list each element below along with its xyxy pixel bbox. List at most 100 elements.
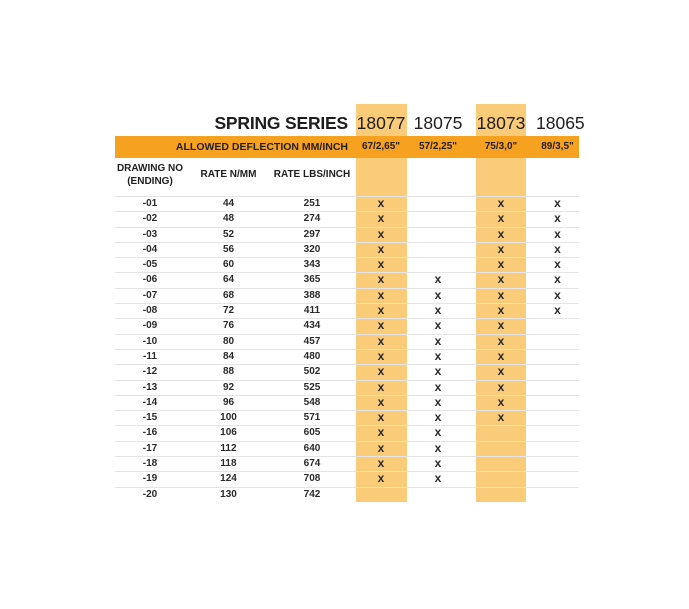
deflection-label: ALLOWED DEFLECTION MM/INCH [175,141,348,153]
mark-cell: x [497,226,505,241]
drawing-no-cell: -15 [142,412,158,424]
rate-nmm-cell: 118 [220,458,237,470]
mark-cell: x [554,287,561,302]
drawing-no-cell: -12 [142,366,158,378]
mark-cell [466,426,536,440]
mark-cell: x [434,364,442,379]
mark-cell [536,365,579,379]
rate-nmm-cell: 56 [222,243,235,255]
deflection-value-18073: 75/3,0" [484,141,518,152]
rate-nmm-cell: 52 [222,228,235,240]
drawing-no-cell: -11 [143,350,157,362]
mark-cell: x [377,410,385,425]
column-header-drawing-no-line1: DRAWING NO [116,163,184,174]
table-row: -02 48 274 x x x [115,211,579,226]
mark-cell: x [497,333,505,348]
mark-cell [410,212,466,226]
mark-cell [466,488,536,502]
rate-nmm-cell: 112 [220,442,237,454]
rate-nmm-cell: 72 [222,305,235,317]
rate-lbs-cell: 605 [303,427,321,439]
data-rows: -01 44 251 x x x -02 48 274 x x x -03 52 297 x x x -04 56 32… [115,196,579,502]
rate-lbs-cell: 320 [303,243,321,255]
rate-nmm-cell: 76 [222,320,235,332]
rate-nmm-cell: 80 [222,335,235,347]
rate-nmm-cell: 106 [220,427,237,439]
table-row: -19 124 708 x x [115,471,579,486]
rate-lbs-cell: 274 [303,213,321,225]
deflection-value-18077: 67/2,65" [361,141,401,152]
rate-lbs-cell: 434 [303,320,321,332]
mark-cell: x [434,272,442,287]
table-row: -13 92 525 x x x [115,379,579,395]
rate-lbs-cell: 674 [303,458,321,470]
rate-lbs-cell: 742 [303,488,321,500]
mark-cell: x [377,394,385,409]
mark-cell: x [497,257,505,272]
table-row: -18 118 674 x x [115,456,579,471]
mark-cell [536,381,579,395]
table-row: -03 52 297 x x x [115,226,579,242]
series-header-18077: 18077 [356,113,406,133]
mark-cell: x [434,440,442,455]
mark-cell [536,426,579,440]
rate-lbs-cell: 365 [303,274,321,286]
mark-cell: x [377,456,385,471]
mark-cell: x [377,241,385,256]
mark-cell [536,411,579,425]
mark-cell: x [434,303,442,318]
mark-cell: x [497,364,505,379]
mark-cell [536,457,579,471]
mark-cell: x [377,303,385,318]
table-row: -20 130 742 [115,486,579,502]
mark-cell: x [377,425,385,440]
rate-nmm-cell: 88 [222,366,235,378]
drawing-no-cell: -14 [142,396,158,408]
mark-cell: x [434,471,442,486]
rate-lbs-cell: 708 [303,473,321,485]
mark-cell: x [434,287,442,302]
drawing-no-cell: -03 [142,228,158,240]
rate-lbs-cell: 502 [303,366,321,378]
mark-cell: x [377,333,385,348]
rate-lbs-cell: 251 [303,198,321,209]
table-row: -15 100 571 x x x [115,410,579,425]
mark-cell: x [434,348,442,363]
deflection-value-18075: 57/2,25" [418,141,458,152]
rate-lbs-cell: 640 [303,442,321,454]
rate-nmm-cell: 124 [220,473,237,485]
drawing-no-cell: -09 [142,320,158,332]
table-row: -09 76 434 x x x [115,318,579,333]
mark-cell [536,472,579,486]
mark-cell: x [497,211,505,226]
mark-cell: x [434,318,442,333]
rate-nmm-cell: 84 [222,350,235,362]
rate-nmm-cell: 68 [222,289,235,301]
mark-cell [536,350,579,364]
mark-cell: x [497,410,505,425]
mark-cell: x [497,196,505,210]
mark-cell: x [434,394,442,409]
table-row: -05 60 343 x x x [115,257,579,272]
mark-cell: x [434,379,442,394]
column-header-rate-lbs: RATE LBS/INCH [273,169,351,180]
rate-lbs-cell: 297 [303,228,321,240]
table-row: -12 88 502 x x x [115,364,579,379]
rate-lbs-cell: 411 [303,305,321,317]
table-row: -11 84 480 x x x [115,348,579,364]
mark-cell: x [377,348,385,363]
mark-cell: x [434,410,442,425]
mark-cell: x [377,272,385,287]
mark-cell: x [497,241,505,256]
mark-cell: x [377,440,385,455]
mark-cell: x [434,425,442,440]
mark-cell: x [377,379,385,394]
rate-nmm-cell: 100 [220,412,237,424]
drawing-no-cell: -13 [142,381,158,393]
column-header-drawing-no-line2: (ENDING) [127,175,173,187]
mark-cell [536,488,579,502]
table-row: -07 68 388 x x x x [115,287,579,303]
series-header-18073: 18073 [476,113,526,133]
table-row: -06 64 365 x x x x [115,272,579,287]
table-row: -17 112 640 x x [115,440,579,456]
